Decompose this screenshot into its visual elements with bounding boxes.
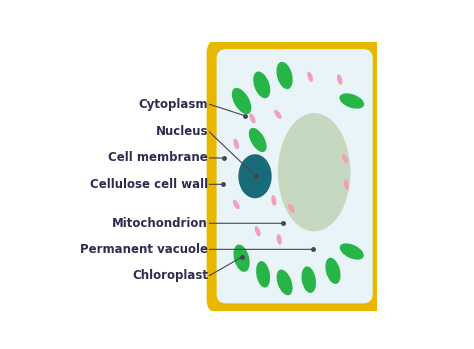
Ellipse shape xyxy=(325,258,340,284)
Text: Mitochondrion: Mitochondrion xyxy=(112,217,208,230)
Ellipse shape xyxy=(271,195,276,206)
Ellipse shape xyxy=(277,234,282,245)
Text: Nucleus: Nucleus xyxy=(155,125,208,139)
Ellipse shape xyxy=(276,62,293,89)
FancyBboxPatch shape xyxy=(207,39,383,313)
Ellipse shape xyxy=(255,226,261,237)
Ellipse shape xyxy=(342,154,348,164)
Ellipse shape xyxy=(307,72,313,82)
Ellipse shape xyxy=(276,269,292,295)
Ellipse shape xyxy=(274,110,282,119)
Ellipse shape xyxy=(337,74,342,85)
Ellipse shape xyxy=(288,204,295,213)
Ellipse shape xyxy=(340,243,364,260)
Ellipse shape xyxy=(249,128,266,152)
Text: Permanent vacuole: Permanent vacuole xyxy=(80,243,208,256)
Ellipse shape xyxy=(256,261,270,288)
Ellipse shape xyxy=(249,113,255,124)
Ellipse shape xyxy=(234,139,239,149)
Ellipse shape xyxy=(253,72,270,98)
Text: Cell membrane: Cell membrane xyxy=(108,151,208,164)
Ellipse shape xyxy=(234,245,250,272)
Ellipse shape xyxy=(301,266,316,293)
Ellipse shape xyxy=(238,154,272,198)
Ellipse shape xyxy=(233,200,240,209)
Text: Chloroplast: Chloroplast xyxy=(132,269,208,282)
Ellipse shape xyxy=(232,88,251,114)
Ellipse shape xyxy=(278,113,350,231)
Ellipse shape xyxy=(344,179,349,190)
Text: Cellulose cell wall: Cellulose cell wall xyxy=(90,178,208,191)
Text: Cytoplasm: Cytoplasm xyxy=(138,98,208,111)
FancyBboxPatch shape xyxy=(217,49,373,303)
Ellipse shape xyxy=(339,93,364,109)
